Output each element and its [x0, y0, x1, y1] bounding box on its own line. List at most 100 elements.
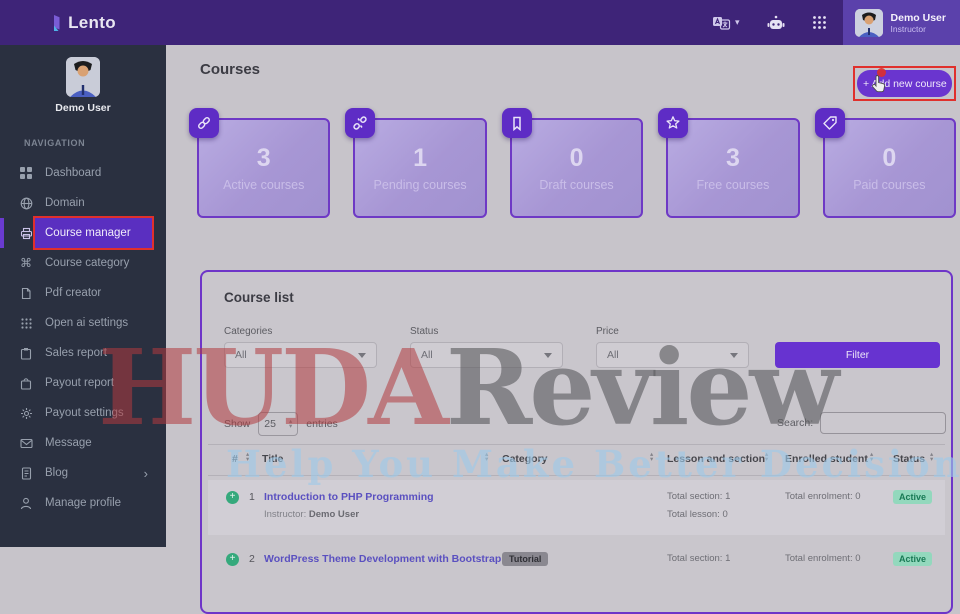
column-header-status[interactable]: Status: [893, 453, 926, 465]
search-control: Search:: [777, 412, 947, 434]
sort-icon[interactable]: ▴ ▾: [485, 450, 489, 463]
course-title-link[interactable]: WordPress Theme Development with Bootstr…: [264, 553, 502, 565]
sidebar-item-label: Dashboard: [45, 167, 102, 179]
column-header-category[interactable]: Category: [502, 453, 548, 465]
sidebar-item-course-manager[interactable]: Course manager: [0, 216, 166, 250]
user-name: Demo User: [890, 11, 946, 24]
user-role: Instructor: [890, 23, 926, 34]
sidebar-item-label: Blog: [45, 467, 69, 479]
price-filter-label: Price: [596, 326, 619, 337]
sidebar-item-label: Message: [45, 437, 92, 449]
pdf-file-icon: [18, 287, 34, 300]
table-row: + 1 Introduction to PHP Programming Inst…: [208, 480, 945, 535]
sidebar-item-label: Sales report: [45, 347, 108, 359]
person-icon: [18, 497, 34, 510]
stat-card-free-courses[interactable]: 3 Free courses: [658, 108, 800, 218]
search-input[interactable]: [820, 412, 947, 434]
sidebar-item-pdf-creator[interactable]: Pdf creator: [0, 278, 166, 308]
user-profile-menu[interactable]: Demo User Instructor: [842, 0, 960, 45]
link-icon: [189, 108, 219, 138]
sort-icon[interactable]: ▴ ▾: [246, 450, 250, 463]
column-header-lesson[interactable]: Lesson and section: [667, 453, 766, 465]
column-header-num[interactable]: #: [232, 453, 238, 465]
chevron-down-icon: [544, 352, 552, 358]
sort-icon[interactable]: ▴ ▾: [765, 450, 769, 463]
sort-icon[interactable]: ▴ ▾: [650, 450, 654, 463]
sidebar-item-payout-settings[interactable]: Payout settings: [0, 398, 166, 428]
ai-assistant-button[interactable]: [766, 15, 786, 31]
sidebar-item-payout-report[interactable]: Payout report: [0, 368, 166, 398]
top-navbar: Lento ▾: [0, 0, 960, 45]
globe-icon: [18, 197, 34, 210]
sort-icon[interactable]: ▴ ▾: [930, 450, 934, 463]
logo-text: Lento: [68, 12, 116, 32]
sidebar-item-label: Pdf creator: [45, 287, 102, 299]
categories-filter-label: Categories: [224, 326, 273, 337]
categories-filter-value: All: [235, 349, 247, 361]
expand-row-icon[interactable]: +: [226, 491, 239, 504]
tag-icon: [814, 108, 845, 138]
stat-label: Paid courses: [853, 177, 926, 192]
filter-button[interactable]: Filter: [775, 342, 940, 368]
sort-icon[interactable]: ▴ ▾: [870, 450, 874, 463]
row-number: 1: [249, 491, 255, 503]
stat-label: Draft courses: [539, 177, 614, 192]
sidebar-item-open-ai-settings[interactable]: Open ai settings: [0, 308, 166, 338]
sidebar-item-domain[interactable]: Domain: [0, 188, 166, 218]
column-header-title[interactable]: Title: [262, 453, 284, 465]
sidebar-item-sales-report[interactable]: Sales report: [0, 338, 166, 368]
total-lesson-cell: Total lesson: 0: [667, 509, 728, 520]
add-new-course-button[interactable]: + Add new course: [857, 70, 952, 97]
apps-grid-icon: [812, 15, 827, 30]
hand-cursor-icon: [871, 74, 887, 94]
sidebar-item-manage-profile[interactable]: Manage profile: [0, 488, 166, 518]
chevron-right-icon: ›: [143, 465, 148, 481]
status-filter-value: All: [421, 349, 433, 361]
sidebar-item-message[interactable]: Message: [0, 428, 166, 458]
course-title-link[interactable]: Introduction to PHP Programming: [264, 491, 434, 503]
printer-icon: [18, 227, 34, 240]
status-filter-select[interactable]: All: [410, 342, 563, 368]
stat-value: 3: [725, 143, 740, 172]
status-badge: Active: [893, 552, 933, 566]
sidebar-item-course-category[interactable]: ⌘ Course category: [0, 248, 166, 278]
page-title: Courses: [200, 61, 261, 78]
clipboard-icon: [18, 347, 34, 360]
sidebar-item-label: Manage profile: [45, 497, 122, 509]
sidebar-item-dashboard[interactable]: Dashboard: [0, 158, 166, 188]
stat-label: Active courses: [223, 177, 305, 192]
sidebar-nav: Dashboard Domain Course manager ⌘: [0, 158, 166, 518]
language-switcher[interactable]: ▾: [712, 16, 740, 30]
logo[interactable]: Lento: [0, 13, 166, 33]
navigation-section-label: NAVIGATION: [24, 138, 86, 148]
sidebar-user-name: Demo User: [55, 102, 111, 114]
stat-card-pending-courses[interactable]: 1 Pending courses: [345, 108, 487, 218]
category-badge: Tutorial: [502, 552, 549, 566]
expand-row-icon[interactable]: +: [226, 553, 239, 566]
instructor-name: Demo User: [308, 509, 360, 520]
table-row: + 2 WordPress Theme Development with Boo…: [208, 542, 945, 597]
entries-label: entries: [306, 418, 338, 430]
total-section-cell: Total section: 1: [667, 553, 731, 564]
stat-card-paid-courses[interactable]: 0 Paid courses: [814, 108, 957, 218]
sidebar: Demo User NAVIGATION Dashboard Domain: [0, 45, 166, 547]
star-icon: [658, 108, 689, 138]
entries-per-page-select[interactable]: 25 ▴ ▾: [258, 412, 299, 436]
spinner-icon: ▴ ▾: [289, 417, 293, 430]
status-badge: Active: [893, 490, 933, 504]
stat-card-draft-courses[interactable]: 0 Draft courses: [501, 108, 644, 218]
annotation-box-add-course: + Add new course: [853, 66, 956, 101]
dots-grid-icon: [18, 317, 34, 329]
sidebar-item-blog[interactable]: Blog ›: [0, 458, 166, 488]
gear-icon: [18, 407, 34, 420]
show-label: Show: [224, 418, 251, 430]
main-content: Courses 3 Active courses 1 Pending cours…: [166, 45, 960, 614]
stat-card-active-courses[interactable]: 3 Active courses: [189, 108, 331, 218]
sidebar-avatar[interactable]: [66, 57, 100, 97]
apps-menu-button[interactable]: [812, 15, 827, 30]
price-filter-select[interactable]: All: [596, 342, 749, 368]
chevron-down-icon: ▾: [735, 17, 740, 27]
column-header-enrolled[interactable]: Enrolled student: [785, 453, 868, 465]
categories-filter-select[interactable]: All: [224, 342, 377, 368]
